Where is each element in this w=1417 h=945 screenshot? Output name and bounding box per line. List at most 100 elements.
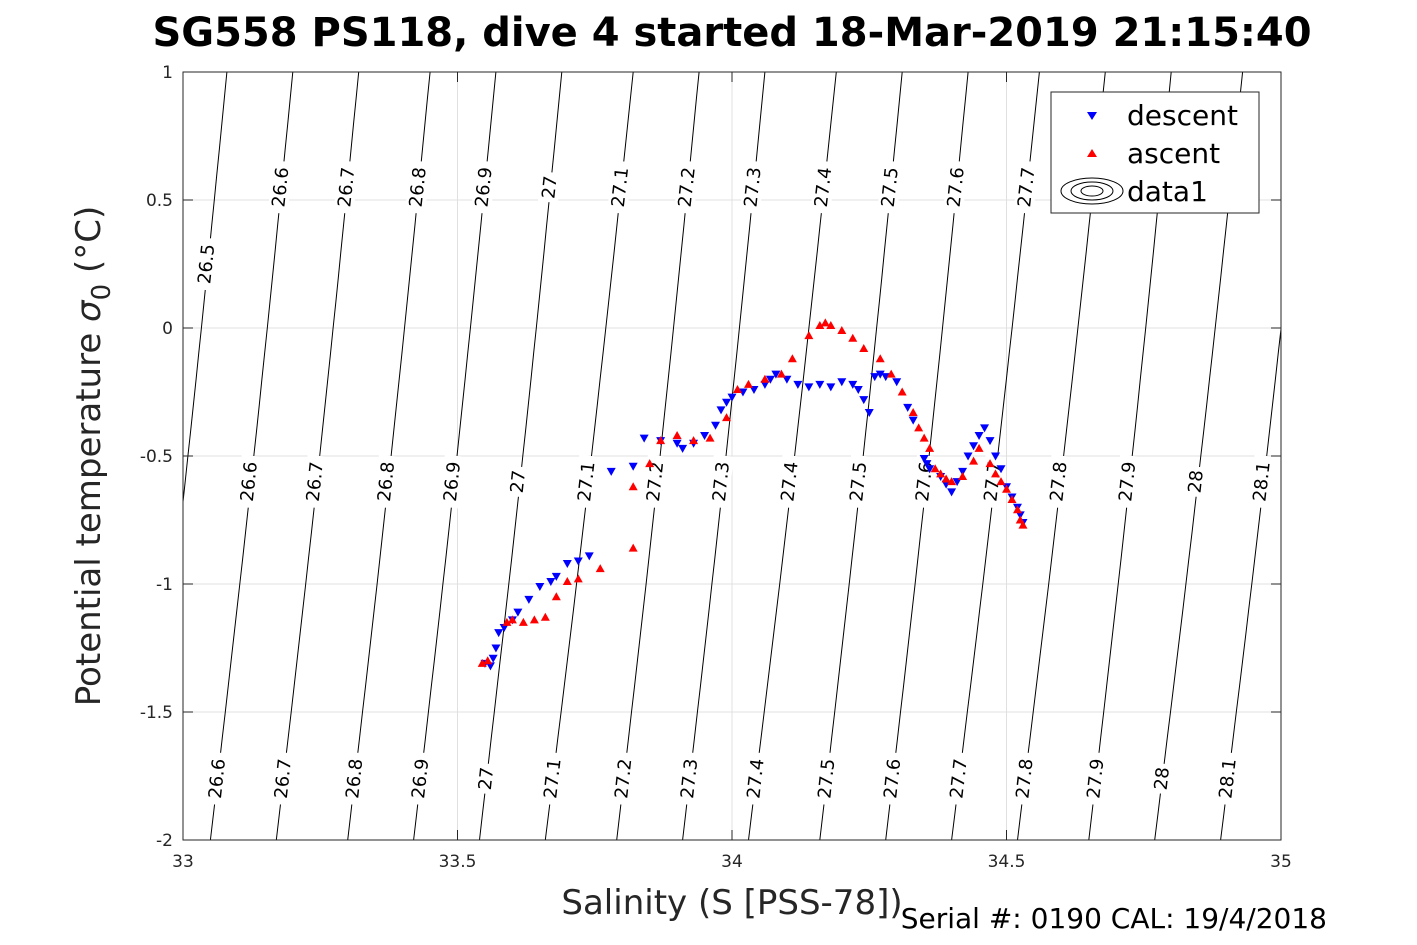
x-axis-ticks: 33 33.5 34 34.5 35: [172, 72, 1292, 872]
x-tick-label-0: 33: [172, 852, 194, 872]
contour-label-3-12: 27.8: [1012, 758, 1037, 800]
descent-point-5: [499, 624, 509, 633]
contour-label-3-2: 26.8: [342, 758, 367, 800]
ascent-point-48: [1002, 484, 1011, 493]
descent-point-9: [535, 583, 545, 592]
descent-point-2: [488, 654, 498, 663]
y-tick-label-5: 0.5: [146, 191, 173, 211]
contour-label-bg: [776, 454, 803, 509]
descent-point-58: [974, 432, 984, 441]
contour-label-bg: [373, 454, 399, 509]
legend-box: [1050, 91, 1260, 214]
contour-label-group: 28: [1150, 762, 1174, 795]
ascent-point-38: [930, 464, 940, 473]
contour-label-group: 26.9: [470, 160, 497, 215]
descent-point-39: [853, 385, 863, 394]
ascent-point-50: [1012, 505, 1022, 514]
contour-label-2-8: 27.4: [777, 461, 802, 503]
descent-point-28: [749, 385, 759, 394]
descent-point-25: [722, 398, 732, 407]
ascent-point-37: [925, 443, 935, 452]
descent-point-11: [551, 572, 561, 581]
contour-label-group: 26.8: [341, 751, 367, 806]
descent-point-60: [985, 437, 995, 446]
ascent-point-43: [969, 456, 979, 465]
ascent-point-7: [551, 592, 561, 601]
descent-point-7: [513, 608, 523, 617]
contour-label-group: 27.9: [1114, 454, 1140, 509]
descent-point-13: [573, 557, 583, 566]
contour-label-group: 27.3: [739, 160, 766, 215]
ascent-point-3: [507, 615, 517, 624]
contour-label-group: 26.8: [404, 160, 431, 215]
contour-label-bg: [1082, 751, 1109, 806]
contour-label-bg: [470, 160, 497, 215]
contour-label-group: 27.1: [539, 751, 566, 806]
contour-label-group: 27.2: [610, 751, 636, 806]
contour-label-group: 26.7: [333, 160, 359, 215]
contour-label-bg: [193, 237, 220, 291]
legend-marker-ascent: [1087, 149, 1097, 157]
descent-point-49: [922, 460, 932, 469]
ascent-point-24: [804, 331, 814, 340]
ascent-point-40: [941, 474, 951, 483]
contour-label-bg: [1013, 160, 1040, 215]
contour-label-bg: [1011, 751, 1038, 806]
contour-label-group: 27: [474, 762, 498, 795]
contour-label-0-11: 27.7: [1014, 166, 1039, 208]
descent-point-55: [958, 467, 968, 476]
contour-label-bg: [439, 454, 465, 509]
contour-label-3-11: 27.7: [946, 758, 971, 800]
legend-label-ascent: ascent: [1127, 137, 1220, 170]
contour-label-2-7: 27.3: [709, 461, 734, 503]
contour-label-bg: [270, 751, 296, 806]
contour-label-group: 28: [1184, 465, 1208, 498]
contour-label-group: 26.8: [373, 454, 399, 509]
descent-point-29: [760, 380, 770, 389]
contour-label-group: 27.9: [1082, 751, 1109, 806]
x-tick-label-1: 33.5: [439, 852, 477, 872]
y-tick-label-0: -2: [156, 831, 173, 851]
contour-label-0-9: 27.5: [878, 166, 903, 208]
contour-label-bg: [407, 751, 433, 806]
descent-point-66: [1015, 511, 1025, 520]
contour-label-0-3: 26.9: [472, 166, 497, 208]
contour-label-group: 28.1: [1248, 454, 1275, 509]
legend-marker-data1: [1060, 177, 1124, 205]
descent-point-38: [848, 380, 858, 389]
descent-point-17: [639, 434, 649, 443]
contour-label-bg: [708, 454, 734, 509]
y-tick-label-3: -0.5: [140, 447, 173, 467]
ascent-point-23: [787, 354, 797, 363]
contour-label-2-3: 26.9: [440, 461, 465, 503]
contour-label-0-8: 27.4: [811, 166, 836, 208]
ascent-point-30: [859, 343, 869, 352]
descent-series: [480, 370, 1028, 671]
descent-point-26: [727, 393, 737, 402]
ascent-point-33: [897, 387, 907, 396]
ascent-point-8: [562, 576, 572, 585]
ascent-point-20: [743, 379, 753, 388]
descent-point-16: [628, 462, 638, 471]
ascent-point-28: [837, 326, 847, 335]
ascent-point-15: [672, 431, 682, 440]
ascent-point-5: [529, 615, 539, 624]
contour-label-group: 26.6: [204, 751, 230, 806]
ascent-point-34: [908, 407, 918, 416]
contour-label-0-4: 27: [538, 175, 561, 200]
descent-point-40: [859, 396, 869, 405]
contour-label-group: 26.7: [302, 454, 328, 509]
contour-label-bg: [506, 465, 530, 498]
contour-label-bg: [845, 454, 872, 509]
contour-label-bg: [607, 160, 633, 215]
contour-label-bg: [739, 160, 766, 215]
descent-point-1: [485, 662, 495, 671]
contour-label-bg: [945, 751, 972, 806]
descent-point-47: [908, 416, 918, 425]
legend-label-data1: data1: [1127, 175, 1208, 208]
contour-label-bg: [810, 160, 836, 215]
contour-label-group: 27.6: [879, 751, 905, 806]
density-contour-labels: 26.6 26.7 26.8 26.9 27 27.1 27.2 27.3 27.4 27.5 27…: [193, 160, 1275, 806]
ascent-point-19: [732, 384, 742, 393]
contour-label-2-4: 27: [507, 469, 530, 494]
